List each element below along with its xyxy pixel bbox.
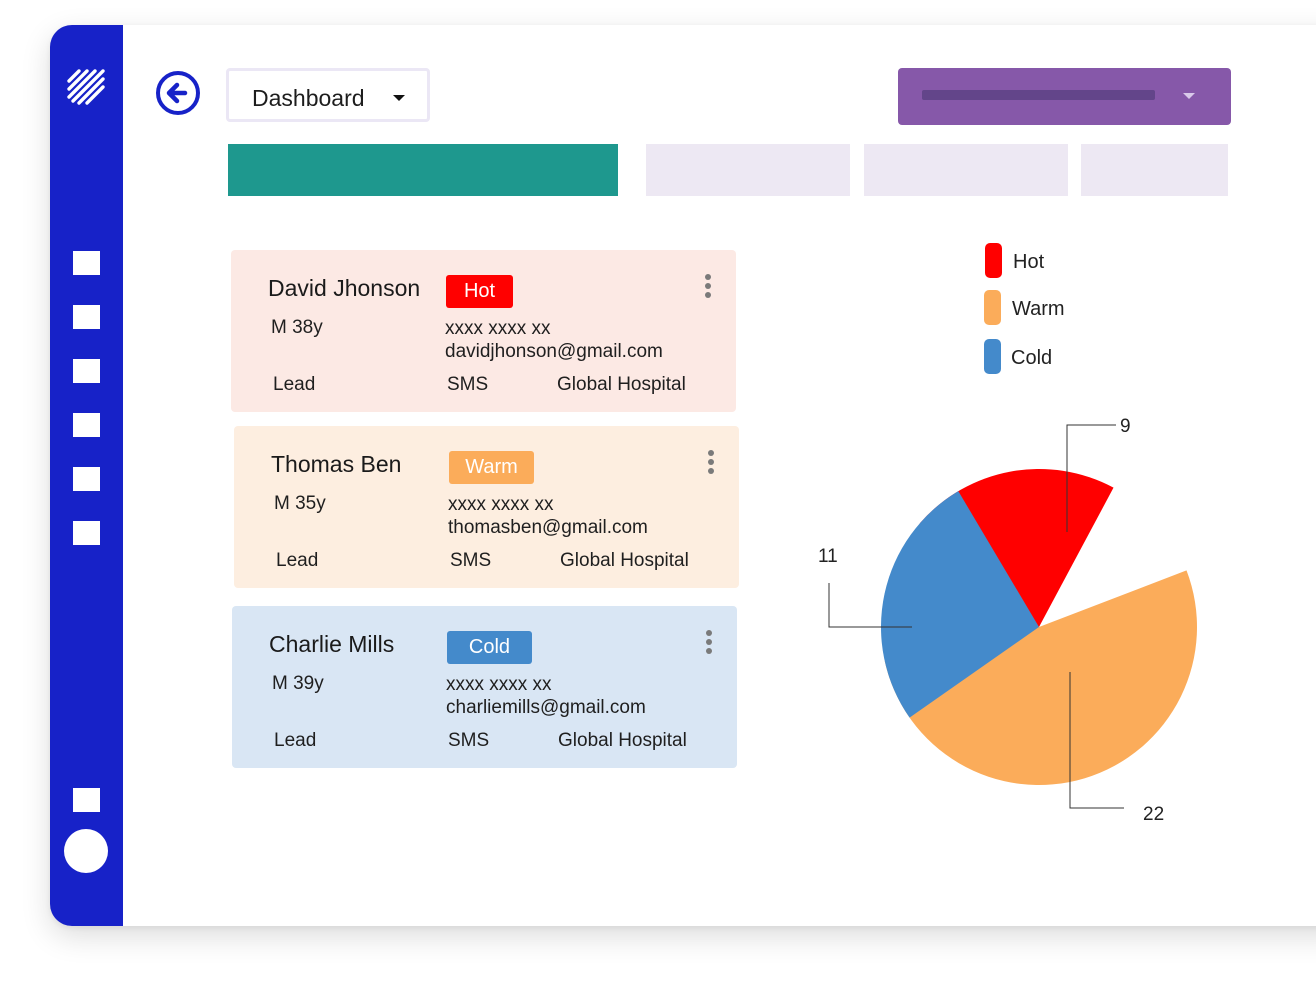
- lead-organization: Global Hospital: [558, 730, 687, 751]
- lead-card-cold[interactable]: Charlie Mills Cold M 39y xxxx xxxx xx ch…: [232, 606, 737, 768]
- lead-name: Thomas Ben: [271, 451, 402, 477]
- nav-item-6[interactable]: [73, 521, 100, 545]
- nav-item-3[interactable]: [73, 359, 100, 383]
- kebab-menu-icon[interactable]: [703, 274, 713, 300]
- chevron-down-icon: [393, 95, 405, 101]
- lead-channel: SMS: [447, 374, 489, 395]
- status-badge: Hot: [446, 275, 513, 308]
- tab-active[interactable]: [228, 144, 618, 196]
- lead-organization: Global Hospital: [560, 550, 689, 571]
- lead-channel: SMS: [450, 550, 492, 571]
- nav-item-5[interactable]: [73, 467, 100, 491]
- lead-gender-age: M 38y: [271, 317, 323, 338]
- status-badge: Warm: [449, 451, 534, 484]
- lead-card-hot[interactable]: David Jhonson Hot M 38y xxxx xxxx xx dav…: [231, 250, 736, 412]
- lead-stage: Lead: [276, 550, 319, 571]
- lead-email: davidjhonson@gmail.com: [445, 341, 663, 362]
- striped-logo-icon[interactable]: [65, 67, 107, 109]
- lead-name: Charlie Mills: [269, 631, 395, 657]
- nav-item-4[interactable]: [73, 413, 100, 437]
- lead-card-warm[interactable]: Thomas Ben Warm M 35y xxxx xxxx xx thoma…: [234, 426, 739, 588]
- lead-organization: Global Hospital: [557, 374, 686, 395]
- back-button[interactable]: [155, 70, 201, 116]
- lead-email: thomasben@gmail.com: [448, 517, 648, 538]
- tab-3[interactable]: [864, 144, 1068, 196]
- kebab-menu-icon[interactable]: [704, 630, 714, 656]
- lead-email: charliemills@gmail.com: [446, 697, 646, 718]
- nav-item-1[interactable]: [73, 251, 100, 275]
- account-select-value: [922, 90, 1155, 100]
- lead-stage: Lead: [273, 374, 316, 395]
- lead-name: David Jhonson: [268, 275, 421, 301]
- chevron-down-icon: [1183, 93, 1195, 99]
- avatar[interactable]: [64, 829, 108, 873]
- account-select[interactable]: [898, 68, 1231, 125]
- sidebar: [50, 25, 123, 926]
- tab-2[interactable]: [646, 144, 850, 196]
- lead-phone: xxxx xxxx xx: [448, 494, 554, 515]
- lead-channel: SMS: [448, 730, 490, 751]
- kebab-menu-icon[interactable]: [706, 450, 716, 476]
- view-select[interactable]: Dashboard: [226, 68, 430, 122]
- lead-phone: xxxx xxxx xx: [446, 674, 552, 695]
- tab-4[interactable]: [1081, 144, 1228, 196]
- lead-phone: xxxx xxxx xx: [445, 318, 551, 339]
- nav-item-2[interactable]: [73, 305, 100, 329]
- status-badge: Cold: [447, 631, 532, 664]
- lead-gender-age: M 35y: [274, 493, 326, 514]
- lead-stage: Lead: [274, 730, 317, 751]
- lead-gender-age: M 39y: [272, 673, 324, 694]
- view-select-label: Dashboard: [252, 85, 365, 111]
- nav-item-settings[interactable]: [73, 788, 100, 812]
